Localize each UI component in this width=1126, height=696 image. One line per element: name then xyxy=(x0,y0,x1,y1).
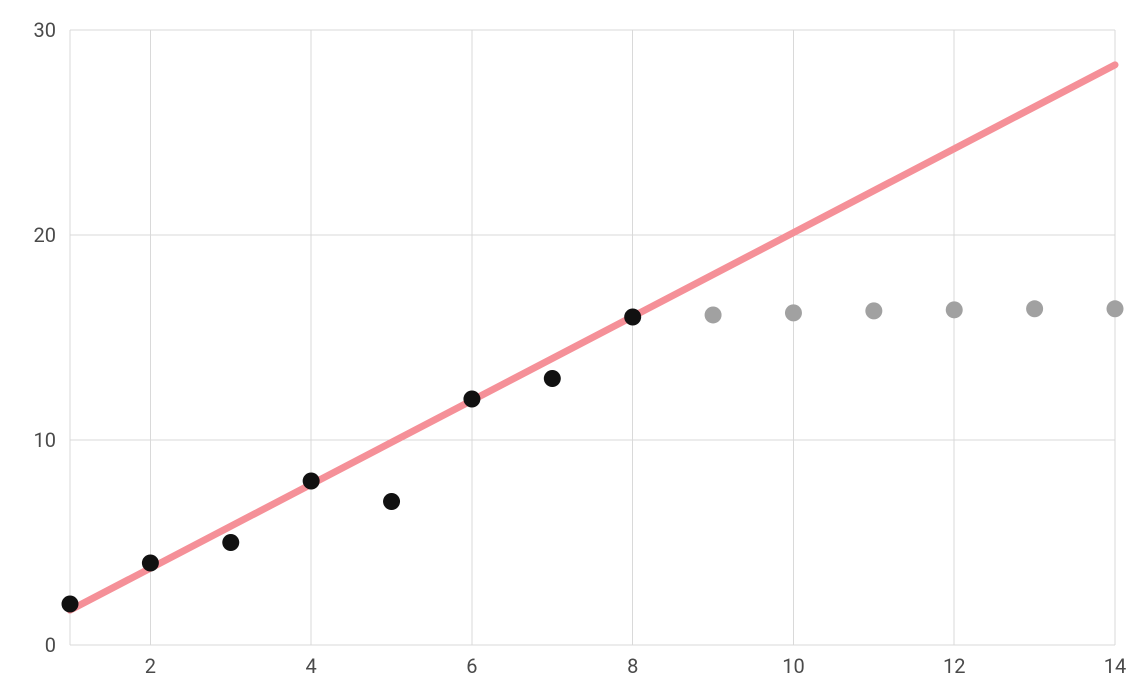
x-tick-label: 6 xyxy=(466,654,477,678)
x-tick-label: 2 xyxy=(145,654,156,678)
data-point xyxy=(383,493,400,510)
trend-line-path xyxy=(70,65,1115,610)
data-point xyxy=(785,304,802,321)
chart-svg: 2 4 6 8 10 12 14 0 10 20 30 xyxy=(0,0,1126,696)
data-point xyxy=(544,370,561,387)
data-point xyxy=(946,301,963,318)
trend-line xyxy=(70,65,1115,610)
y-tick-label: 10 xyxy=(34,428,56,452)
data-point xyxy=(142,555,159,572)
x-tick-label: 10 xyxy=(782,654,804,678)
y-axis-ticks: 0 10 20 30 xyxy=(34,18,56,657)
y-tick-label: 20 xyxy=(34,223,56,247)
x-tick-label: 12 xyxy=(943,654,965,678)
data-point xyxy=(865,302,882,319)
data-point xyxy=(705,306,722,323)
x-tick-label: 14 xyxy=(1104,654,1126,678)
y-tick-label: 0 xyxy=(45,633,56,657)
data-point xyxy=(222,534,239,551)
data-point xyxy=(62,596,79,613)
x-tick-label: 4 xyxy=(306,654,317,678)
data-point xyxy=(1026,300,1043,317)
data-point xyxy=(463,391,480,408)
scatter-trend-chart: 2 4 6 8 10 12 14 0 10 20 30 xyxy=(0,0,1126,696)
x-axis-ticks: 2 4 6 8 10 12 14 xyxy=(145,654,1126,678)
y-tick-label: 30 xyxy=(34,18,56,42)
x-tick-label: 8 xyxy=(627,654,638,678)
data-point xyxy=(303,473,320,490)
data-point xyxy=(1107,300,1124,317)
data-point xyxy=(624,309,641,326)
data-points xyxy=(62,300,1124,612)
